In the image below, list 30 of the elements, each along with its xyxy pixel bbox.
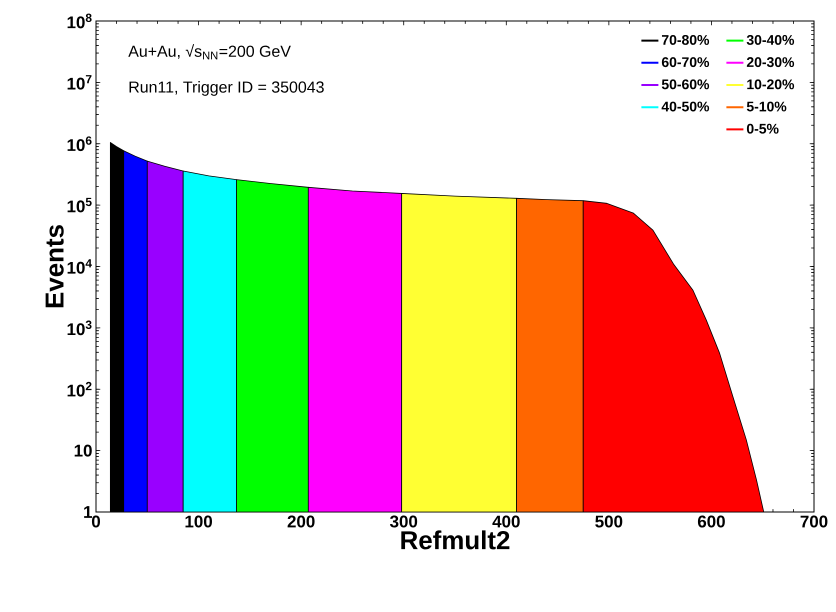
x-tick-label: 500 [595,516,622,528]
y-tick-label: 10$^{4}$ [68,259,92,274]
legend-label: 10-20% [747,79,794,90]
x-axis-title: Refmult2 [401,530,510,550]
annotation: Run11, Trigger ID = 350043 [130,80,324,96]
y-tick-label: 1 [84,506,92,518]
y-tick-label: 10$^{2}$ [68,382,92,397]
y-tick-label: 10 [74,444,92,457]
x-tick-label: 100 [186,516,212,528]
legend-label: 60-70% [662,57,710,68]
legend-label: 20-30% [746,57,794,68]
x-tick-label: 400 [492,516,520,528]
legend-label: 50-60% [662,79,710,90]
y-tick-label: 10$^{7}$ [68,75,92,90]
y-axis-title: Events [46,225,64,308]
legend-label: 70-80% [662,34,710,45]
y-tick-label: 10$^{6}$ [68,136,92,152]
x-tick-label: 300 [390,516,418,528]
y-tick-label: 10$^{3}$ [68,320,92,336]
y-tick-label: 10$^{5}$ [68,198,92,212]
y-tick-label: 10$^{8}$ [68,14,92,28]
annotation: Au+Au, √s$_{NN}$=200 GeV [128,44,291,60]
legend-label: 40-50% [662,102,710,112]
x-tick-label: 700 [800,516,828,528]
legend-label: 5-10% [746,102,786,112]
x-tick-label: 600 [698,516,725,528]
x-tick-label: 0 [92,516,100,528]
legend-label: 0-5% [746,124,779,134]
x-tick-label: 200 [288,516,315,528]
legend-label: 30-40% [746,34,794,45]
